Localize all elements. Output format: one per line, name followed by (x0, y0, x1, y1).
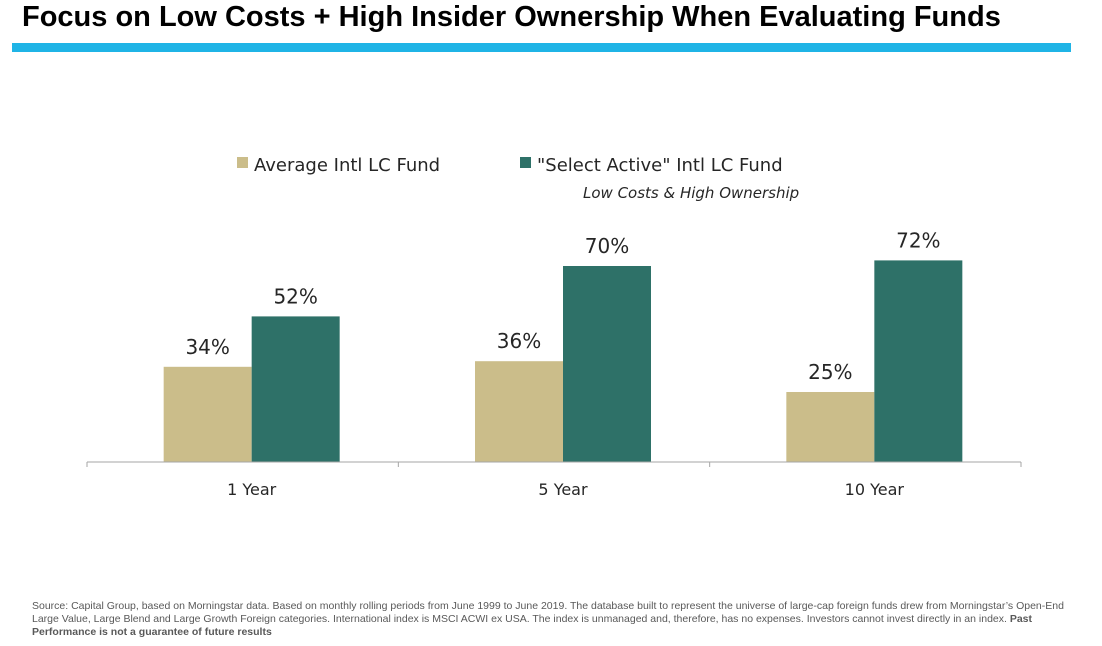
data-label-select-active-1-year: 52% (273, 284, 317, 308)
data-label-average-5-year: 36% (497, 329, 541, 353)
bar-average-1-year (163, 366, 252, 462)
bar-average-10-year (786, 392, 875, 462)
bar-average-5-year (475, 361, 563, 462)
page-title: Focus on Low Costs + High Insider Owners… (22, 1, 1001, 33)
bar-select-active-10-year (874, 260, 963, 462)
legend-label-select-active: "Select Active" Intl LC Fund (537, 155, 783, 176)
x-axis: 1 Year 5 Year 10 Year (86, 461, 1022, 499)
bar-select-active-5-year (563, 266, 651, 462)
source-footnote: Source: Capital Group, based on Mornings… (32, 600, 1072, 639)
x-tick-label: 1 Year (227, 480, 277, 499)
legend-swatch-average (237, 157, 248, 168)
bar-chart: Average Intl LC Fund "Select Active" Int… (86, 155, 1022, 499)
footnote-disclaimer: Past Performance is not a guarantee of f… (32, 613, 1033, 638)
data-label-select-active-5-year: 70% (585, 234, 629, 258)
footnote-text: Source: Capital Group, based on Mornings… (32, 600, 1064, 625)
legend-subtitle: Low Costs & High Ownership (583, 184, 799, 202)
legend-label-average: Average Intl LC Fund (254, 155, 440, 176)
data-label-average-10-year: 25% (808, 360, 852, 384)
x-tick-label: 5 Year (538, 480, 588, 499)
chart-legend: Average Intl LC Fund "Select Active" Int… (237, 155, 799, 202)
data-label-average-1-year: 34% (185, 335, 229, 359)
legend-swatch-select-active (520, 157, 531, 168)
x-tick-label: 10 Year (845, 480, 905, 499)
bar-select-active-1-year (251, 316, 340, 462)
title-underline (12, 43, 1071, 52)
bars-group: 34% 52% 36% 70% 25% 72% (163, 228, 963, 462)
data-label-select-active-10-year: 72% (896, 228, 940, 252)
